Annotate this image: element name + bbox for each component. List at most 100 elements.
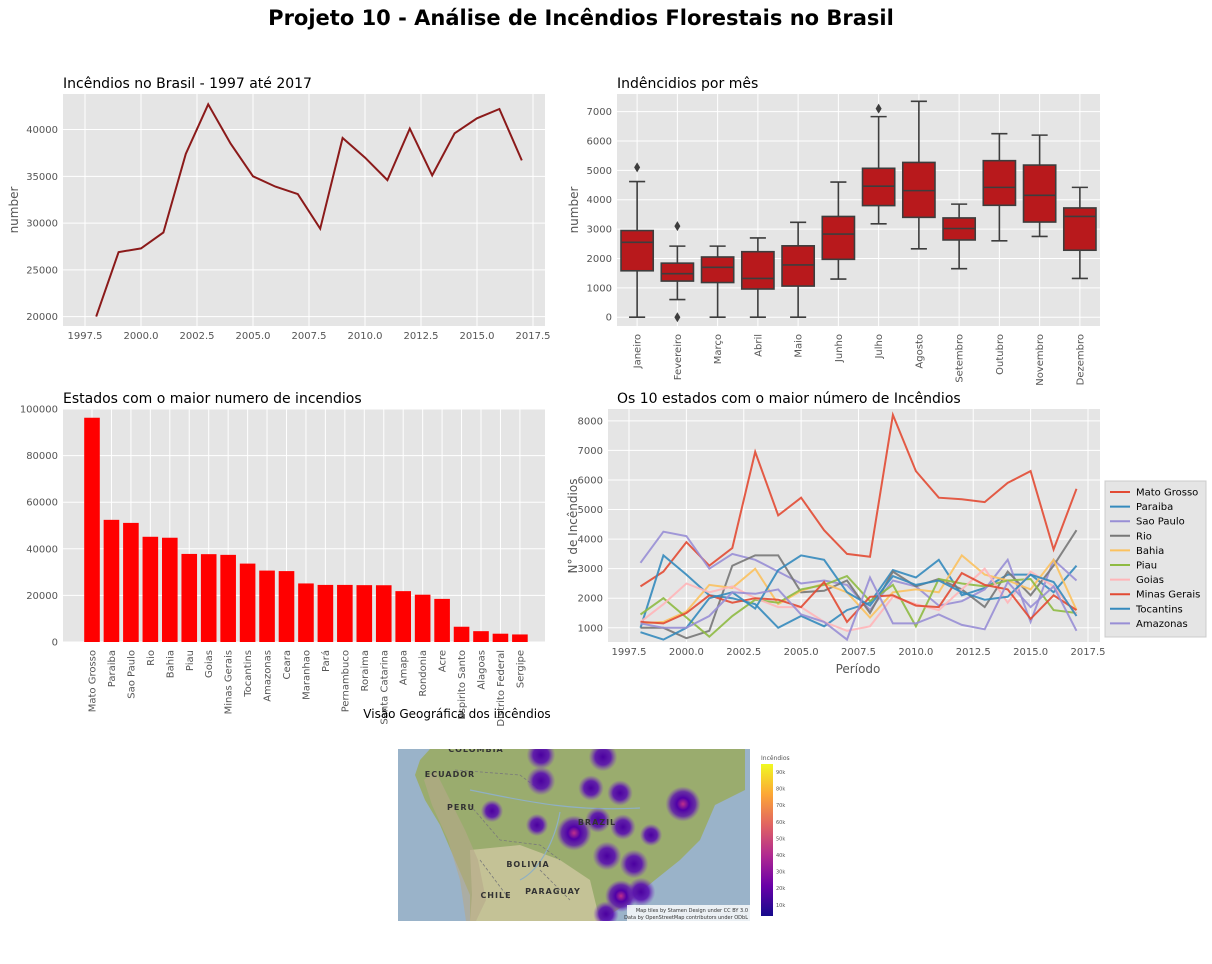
x-tick-label: Mato Grosso bbox=[88, 650, 99, 712]
chart-fires-per-month: 0 1000 2000 3000 4000 5000 6000 7000 Janeiro Feve… bbox=[567, 76, 1100, 386]
x-tick-label: 2015.0 bbox=[1013, 647, 1048, 658]
legend: Mato Grosso Paraiba Sao Paulo Rio Bahia Piau G… bbox=[1104, 480, 1207, 638]
x-tick-label: Acre bbox=[438, 650, 449, 672]
series-line bbox=[95, 102, 523, 317]
y-tick-label: 0 bbox=[606, 313, 612, 324]
x-tick-label: 1997.5 bbox=[68, 331, 103, 342]
country-label: BRAZIL bbox=[578, 818, 616, 827]
heatmap-spot bbox=[526, 749, 556, 770]
x-tick-label: Junho bbox=[834, 334, 845, 363]
y-tick-label: 6000 bbox=[578, 475, 603, 486]
y-tick-label: 30000 bbox=[26, 219, 58, 230]
y-tick-label: 4000 bbox=[578, 535, 603, 546]
bar bbox=[414, 594, 431, 642]
attribution-line-2: Data by OpenStreetMap contributors under… bbox=[624, 915, 748, 921]
heatmap-spot bbox=[585, 807, 611, 833]
y-tick-label: 25000 bbox=[26, 265, 58, 276]
x-tick-label: Rio bbox=[146, 650, 157, 666]
y-tick-label: 1000 bbox=[578, 623, 603, 634]
x-tick-label: Outubro bbox=[995, 334, 1006, 375]
x-tick-label: Janeiro bbox=[633, 334, 644, 369]
series-line bbox=[640, 553, 1078, 625]
legend-label: Bahia bbox=[1136, 546, 1164, 557]
bar bbox=[84, 417, 100, 642]
x-tick-label: 2017.5 bbox=[1071, 647, 1106, 658]
legend-label: Mato Grosso bbox=[1136, 488, 1198, 499]
bar bbox=[103, 519, 120, 642]
x-tick-label: Setembro bbox=[955, 334, 966, 383]
y-tick-label: 60000 bbox=[26, 498, 58, 509]
attribution-line-1: Map tiles by Stamen Design under CC BY 3… bbox=[636, 908, 748, 914]
x-tick-label: Maio bbox=[794, 334, 805, 358]
bar bbox=[434, 598, 450, 642]
x-tick-label: Goias bbox=[204, 650, 215, 678]
box-abril bbox=[740, 237, 775, 318]
y-axis-label: number bbox=[567, 187, 581, 234]
box-agosto bbox=[901, 100, 936, 250]
x-tick-label: 2005.0 bbox=[236, 331, 271, 342]
bar bbox=[200, 554, 217, 642]
heatmap-spot bbox=[665, 786, 701, 822]
x-tick-label: Pernambuco bbox=[340, 650, 351, 712]
box-setembro bbox=[942, 203, 977, 270]
box bbox=[1062, 207, 1097, 252]
x-tick-label: Rondonia bbox=[418, 650, 429, 697]
x-tick-label: 2015.0 bbox=[460, 331, 495, 342]
legend-label: Tocantins bbox=[1135, 604, 1183, 615]
attribution-box bbox=[627, 905, 750, 921]
rivers bbox=[469, 789, 641, 881]
bar bbox=[278, 571, 295, 642]
bar bbox=[492, 633, 509, 642]
bar bbox=[453, 626, 470, 642]
heatmap-spot bbox=[592, 841, 622, 871]
chart-fires-per-year: 20000 25000 30000 35000 40000 1997.5 2000.0 200… bbox=[7, 76, 551, 342]
box bbox=[781, 245, 816, 287]
heatmap-spot bbox=[480, 799, 504, 823]
box bbox=[740, 250, 775, 290]
bar bbox=[395, 591, 411, 642]
box-março bbox=[700, 245, 735, 318]
y-axis-label: N° de Incêndios bbox=[566, 479, 580, 574]
chart-top10-states: 1000 2000 3000 4000 5000 6000 7000 8000 1997.5 20… bbox=[566, 391, 1207, 676]
bar bbox=[473, 631, 489, 642]
box-dezembro bbox=[1062, 186, 1097, 280]
y-tick-label: 3000 bbox=[578, 564, 603, 575]
colorbar-tick-label: 90k bbox=[776, 770, 785, 776]
bar bbox=[220, 554, 236, 642]
box bbox=[620, 229, 655, 272]
y-tick-label: 20000 bbox=[26, 312, 58, 323]
land-dry bbox=[470, 845, 600, 921]
heatmap-spot bbox=[526, 766, 556, 796]
y-tick-label: 6000 bbox=[587, 136, 612, 147]
y-tick-label: 1000 bbox=[587, 283, 612, 294]
bar bbox=[239, 563, 256, 642]
x-tick-label: Paraiba bbox=[107, 650, 118, 687]
heatmap-spot bbox=[626, 877, 656, 907]
bar bbox=[317, 584, 334, 642]
x-tick-label: Ceara bbox=[282, 650, 293, 680]
x-tick-label: 2000.0 bbox=[669, 647, 704, 658]
y-tick-label: 8000 bbox=[578, 416, 603, 427]
legend-label: Sao Paulo bbox=[1136, 517, 1185, 528]
x-tick-label: 2005.0 bbox=[784, 647, 819, 658]
x-tick-label: 2002.5 bbox=[180, 331, 215, 342]
x-tick-label: 2000.0 bbox=[124, 331, 159, 342]
bar bbox=[123, 522, 139, 642]
bar bbox=[142, 536, 159, 642]
heatmap-spot bbox=[610, 814, 636, 840]
x-tick-label: Tocantins bbox=[243, 650, 254, 698]
x-tick-label: Abril bbox=[753, 334, 764, 357]
bar bbox=[337, 584, 353, 642]
box bbox=[1022, 164, 1057, 223]
x-tick-label: Minas Gerais bbox=[224, 650, 235, 714]
bar bbox=[162, 537, 178, 642]
y-tick-label: 100000 bbox=[20, 405, 58, 416]
y-tick-label: 0 bbox=[52, 638, 58, 649]
x-tick-label: Fevereiro bbox=[673, 334, 684, 380]
series-line bbox=[639, 574, 1077, 639]
country-label: COLOMBIA bbox=[448, 745, 504, 754]
legend-label: Minas Gerais bbox=[1136, 590, 1200, 601]
bar bbox=[298, 583, 314, 642]
y-tick-label: 7000 bbox=[587, 107, 612, 118]
